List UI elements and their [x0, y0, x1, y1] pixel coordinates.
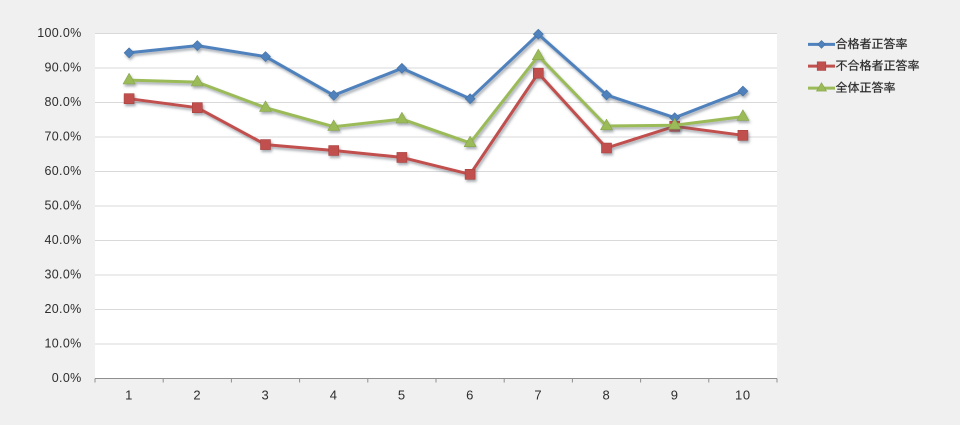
svg-text:70.0%: 70.0%: [45, 129, 82, 143]
svg-text:30.0%: 30.0%: [45, 267, 82, 281]
svg-text:90.0%: 90.0%: [45, 60, 82, 74]
svg-text:10: 10: [735, 388, 751, 403]
svg-text:4: 4: [330, 388, 338, 403]
svg-text:1: 1: [125, 388, 133, 403]
svg-text:80.0%: 80.0%: [45, 95, 82, 109]
svg-text:100.0%: 100.0%: [37, 26, 81, 40]
svg-text:40.0%: 40.0%: [45, 233, 82, 247]
svg-text:60.0%: 60.0%: [45, 164, 82, 178]
svg-text:3: 3: [262, 388, 270, 403]
svg-text:5: 5: [398, 388, 406, 403]
svg-text:0.0%: 0.0%: [52, 371, 82, 385]
svg-text:50.0%: 50.0%: [45, 198, 82, 212]
svg-text:8: 8: [603, 388, 611, 403]
svg-text:7: 7: [534, 388, 542, 403]
svg-text:9: 9: [671, 388, 679, 403]
svg-text:6: 6: [466, 388, 474, 403]
svg-text:20.0%: 20.0%: [45, 302, 82, 316]
svg-text:10.0%: 10.0%: [45, 336, 82, 350]
svg-text:2: 2: [193, 388, 201, 403]
